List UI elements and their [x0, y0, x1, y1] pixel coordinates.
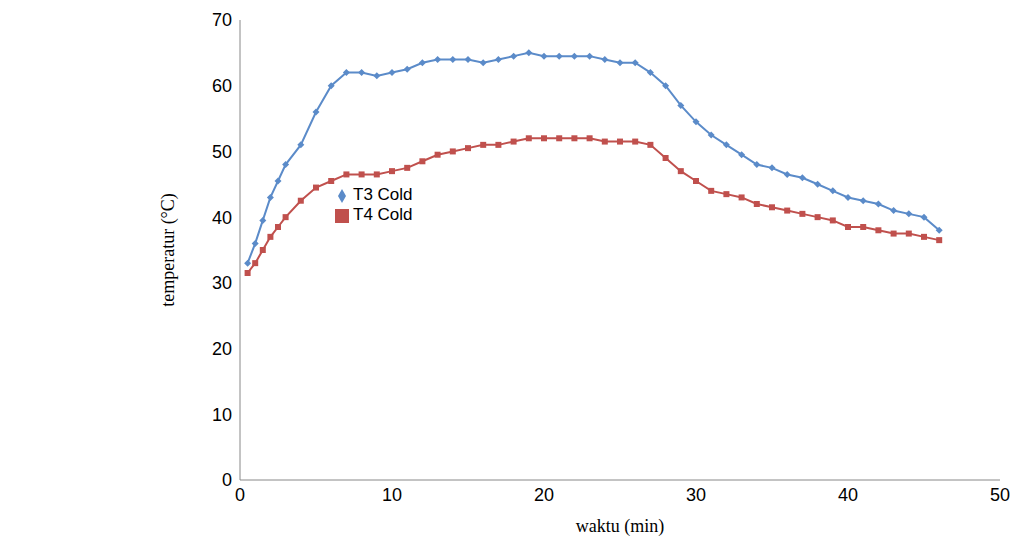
svg-text:0: 0 [235, 485, 245, 505]
svg-text:10: 10 [382, 485, 402, 505]
svg-text:20: 20 [212, 339, 232, 359]
svg-text:50: 50 [990, 485, 1010, 505]
html-text:T3 Cold: T3 Cold [353, 185, 413, 204]
svg-text:10: 10 [212, 405, 232, 425]
html-text:T4 Cold: T4 Cold [353, 205, 413, 224]
svg-text:40: 40 [212, 208, 232, 228]
svg-text:30: 30 [212, 273, 232, 293]
svg-text:60: 60 [212, 76, 232, 96]
svg-text:40: 40 [838, 485, 858, 505]
svg-text:0: 0 [222, 470, 232, 490]
svg-text:waktu (min): waktu (min) [576, 516, 664, 537]
svg-text:temperatur (°C): temperatur (°C) [158, 193, 179, 307]
svg-text:30: 30 [686, 485, 706, 505]
svg-text:50: 50 [212, 142, 232, 162]
svg-text:70: 70 [212, 10, 232, 30]
svg-text:20: 20 [534, 485, 554, 505]
